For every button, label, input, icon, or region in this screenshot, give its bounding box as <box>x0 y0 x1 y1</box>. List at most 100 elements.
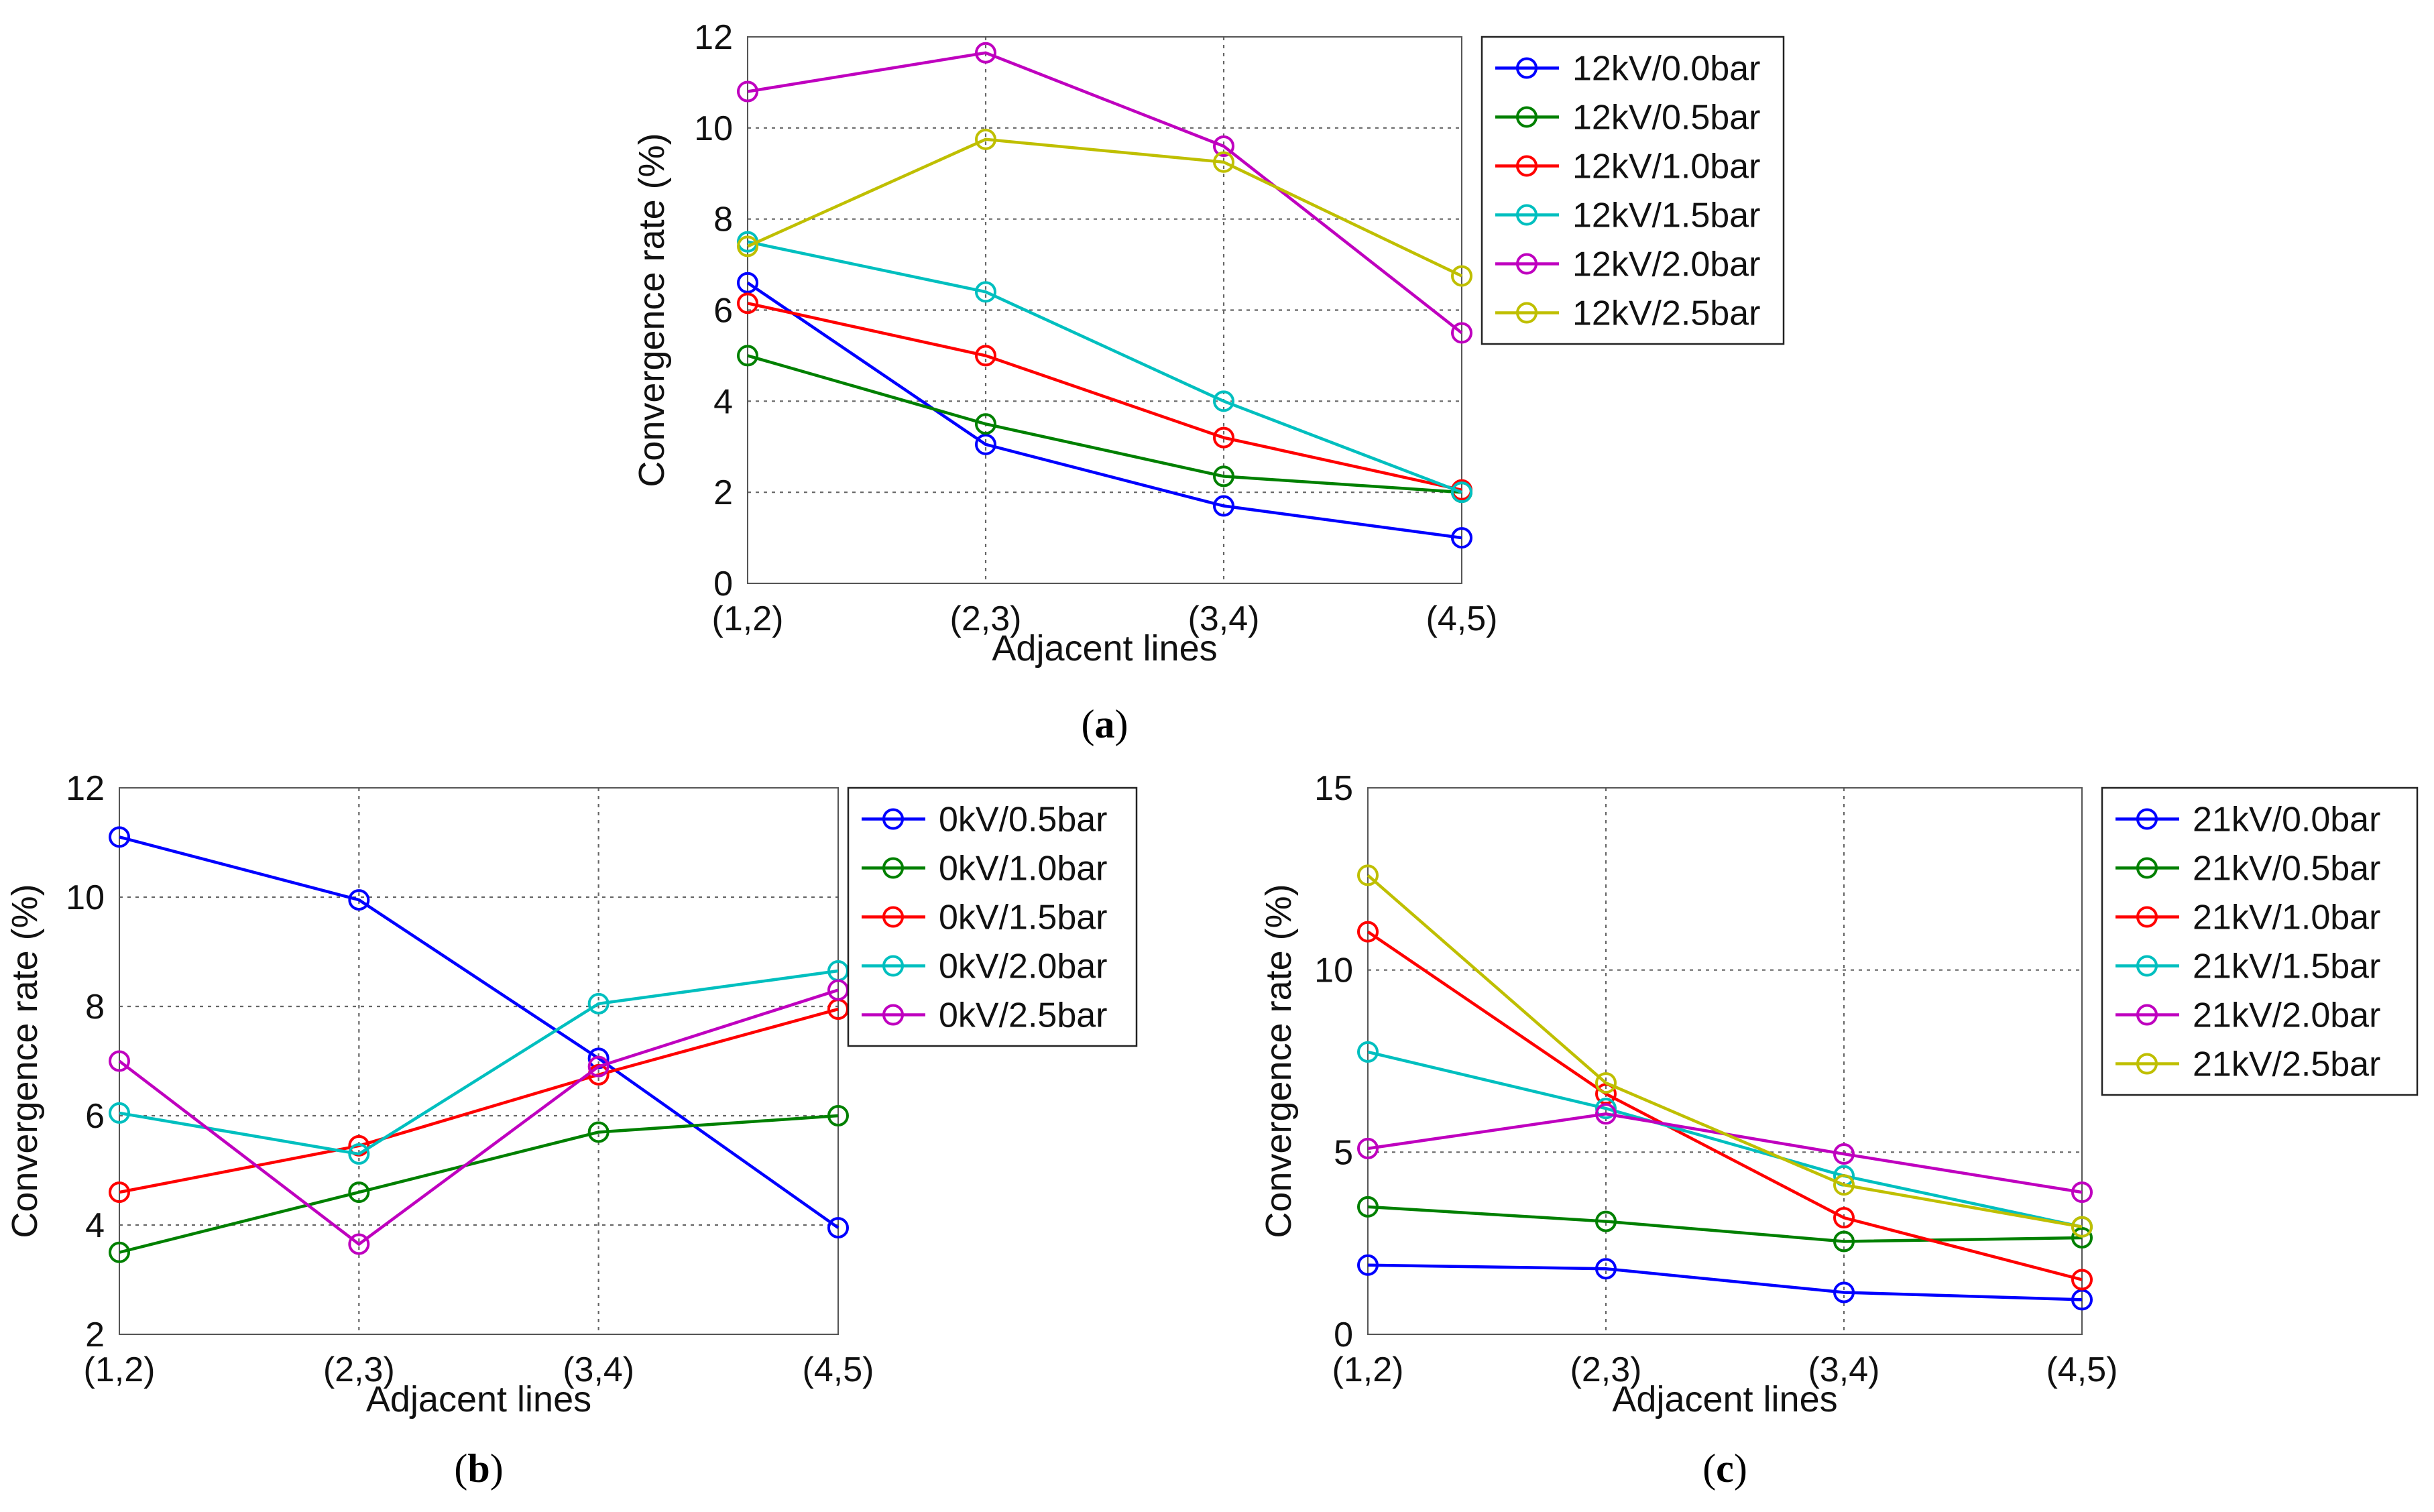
y-axis-title: Convergence rate (%) <box>5 884 45 1238</box>
series-12kV/1.5bar <box>737 231 1472 504</box>
legend-marker <box>2136 1004 2158 1026</box>
legend-label: 21kV/2.5bar <box>2193 1045 2380 1084</box>
data-point <box>737 235 758 257</box>
caption-part: ( <box>454 1446 467 1491</box>
series-line <box>1367 1050 2083 1228</box>
legend-label: 0kV/0.5bar <box>939 801 1108 839</box>
data-point <box>109 1102 130 1124</box>
legend-label: 12kV/0.5bar <box>1572 99 1760 137</box>
y-tick-label: 0 <box>1334 1316 1353 1354</box>
legend-marker <box>1516 302 1538 324</box>
legend-label: 0kV/2.0bar <box>939 947 1108 986</box>
data-point <box>348 1181 370 1204</box>
data-point <box>1213 390 1234 412</box>
legend-label: 0kV/1.0bar <box>939 850 1108 888</box>
legend-marker <box>2136 955 2158 977</box>
data-point <box>1833 1230 1855 1253</box>
series-line <box>119 969 839 1156</box>
caption-part: a <box>1095 702 1115 746</box>
data-point <box>737 292 758 314</box>
series-line <box>1367 930 2083 1281</box>
data-point <box>1357 1254 1379 1276</box>
legend-marker <box>2136 857 2158 879</box>
data-point <box>587 992 610 1014</box>
series-21kV/1.0bar <box>1357 921 2093 1291</box>
series-line <box>1367 1112 2083 1194</box>
data-point <box>1357 1196 1379 1218</box>
series-line <box>1367 874 2083 1228</box>
data-point <box>1213 495 1234 517</box>
data-point <box>1357 864 1379 886</box>
legend-marker <box>882 906 904 928</box>
y-tick-label: 5 <box>1334 1133 1353 1172</box>
data-point <box>1451 527 1472 549</box>
chart-b: 2 4 6 8 10 12 (1,2) (2,3) (3,4) (4,5) Adjacent lin… <box>5 769 1138 1491</box>
data-point <box>348 889 370 911</box>
legend-label: 21kV/1.0bar <box>2193 898 2380 937</box>
series-21kV/1.5bar <box>1357 1041 2093 1238</box>
legend-label: 0kV/1.5bar <box>939 898 1108 937</box>
series-12kV/0.0bar <box>737 272 1472 549</box>
series-line <box>119 835 839 1229</box>
series-0kV/0.5bar <box>109 826 849 1239</box>
y-tick-label: 8 <box>85 988 105 1027</box>
series-12kV/2.5bar <box>737 128 1472 287</box>
legend-label: 12kV/1.5bar <box>1572 196 1760 235</box>
data-point <box>975 345 996 367</box>
y-tick-label: 12 <box>694 18 733 57</box>
x-tick-label: (3,4) <box>1808 1350 1880 1389</box>
x-axis-title: Adjacent lines <box>1612 1379 1837 1419</box>
y-axis-title: Convergence rate (%) <box>1259 884 1299 1238</box>
series-0kV/1.0bar <box>109 1105 849 1263</box>
data-point <box>2071 1269 2093 1291</box>
data-point <box>1357 1137 1379 1159</box>
series-0kV/2.5bar <box>109 979 849 1255</box>
series-12kV/0.5bar <box>737 345 1472 504</box>
data-point <box>1451 265 1472 287</box>
legend-label: 12kV/0.0bar <box>1572 50 1760 89</box>
x-tick-label: (4,5) <box>1426 599 1498 638</box>
plot-area-frame <box>747 36 1462 584</box>
data-point <box>1595 1098 1617 1120</box>
y-tick-label: 15 <box>1314 769 1353 808</box>
series-21kV/2.5bar <box>1357 864 2093 1238</box>
x-axis-title: Adjacent lines <box>366 1379 591 1419</box>
y-tick-label: 8 <box>713 200 733 239</box>
data-point <box>1833 1174 1855 1196</box>
y-axis-title: Convergence rate (%) <box>632 133 672 487</box>
caption-part: b <box>467 1446 489 1491</box>
y-tick-label: 10 <box>1314 951 1353 990</box>
data-point <box>1833 1207 1855 1229</box>
legend-marker <box>1516 106 1538 128</box>
legend-label: 21kV/0.5bar <box>2193 850 2380 888</box>
data-point <box>587 1055 610 1078</box>
data-point <box>109 1241 130 1263</box>
series-0kV/1.5bar <box>109 998 849 1204</box>
data-point <box>1451 322 1472 344</box>
data-point <box>109 1050 130 1072</box>
data-point <box>1451 481 1472 504</box>
data-point <box>975 413 996 435</box>
y-tick-label: 0 <box>713 565 733 603</box>
series-line <box>746 281 1462 540</box>
data-point <box>975 42 996 64</box>
plot-area-frame <box>119 787 839 1335</box>
series-line <box>747 302 1462 491</box>
data-point <box>975 433 996 455</box>
data-point <box>1357 921 1379 943</box>
x-tick-label: (2,3) <box>950 599 1022 638</box>
legend-marker <box>2136 906 2158 928</box>
data-point <box>1213 151 1234 173</box>
caption-part: ) <box>1734 1446 1747 1491</box>
caption: (b) <box>454 1446 503 1491</box>
legend-label: 21kV/2.0bar <box>2193 996 2380 1035</box>
series-21kV/0.0bar <box>1357 1254 2093 1311</box>
legend-marker <box>1516 253 1538 275</box>
x-tick-label: (3,4) <box>1188 599 1260 638</box>
y-tick-label: 12 <box>66 769 105 808</box>
data-point <box>1357 1041 1379 1063</box>
x-tick-label: (2,3) <box>1570 1350 1642 1389</box>
series-21kV/2.0bar <box>1357 1103 2093 1204</box>
data-point <box>1833 1143 1855 1165</box>
